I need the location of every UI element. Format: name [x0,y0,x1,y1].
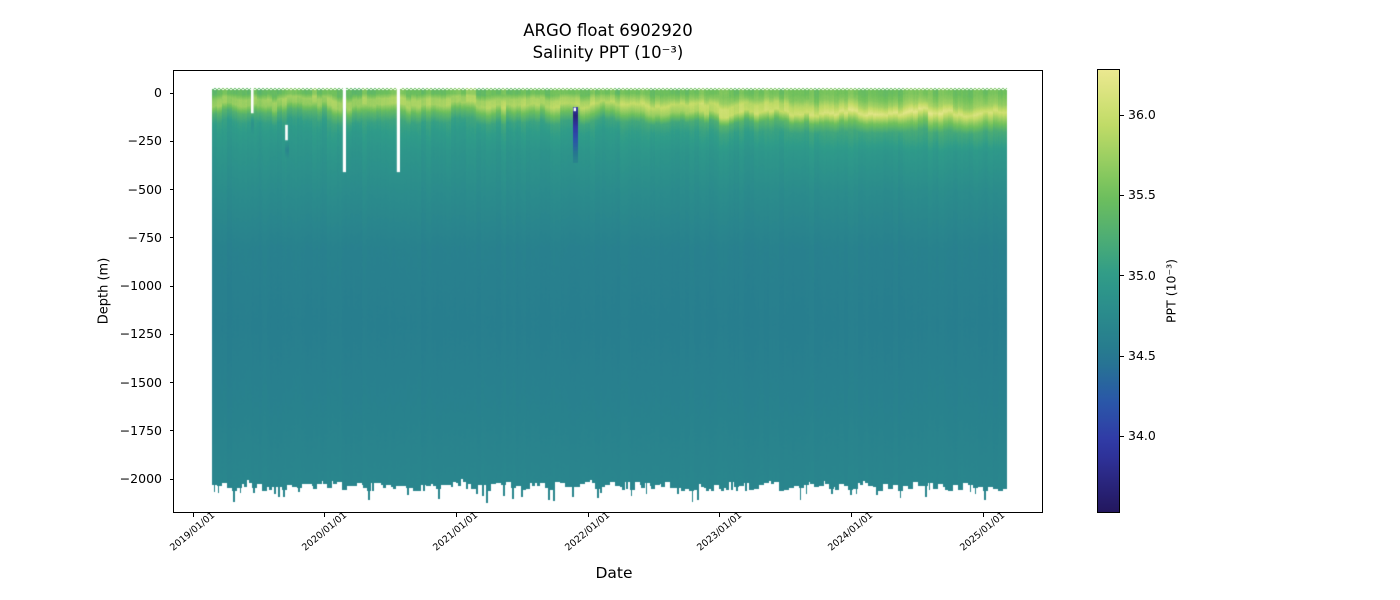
y-tick-label: −1750 [119,422,162,438]
y-tick-mark [169,382,174,383]
colorbar-tick-mark [1119,114,1124,116]
colorbar-tick-mark [1119,355,1124,357]
colorbar-tick-label: 36.0 [1128,107,1156,122]
y-tick-label: −250 [127,133,162,149]
y-tick-label: −2000 [119,471,162,486]
y-tick-mark [169,478,174,480]
colorbar [1097,69,1120,513]
colorbar-label: PPT (10⁻³) [1163,259,1179,323]
salinity-heatmap-canvas [174,71,1042,512]
x-tick-mark [192,512,194,517]
colorbar-tick-mark [1119,435,1124,437]
y-tick-label: −1250 [119,326,162,342]
colorbar-gradient [1098,70,1119,512]
x-tick-mark [587,512,589,517]
x-tick-mark [455,512,457,517]
y-tick-mark [169,285,174,287]
y-tick-mark [169,430,174,432]
y-tick-mark [169,140,174,142]
y-tick-label: −500 [127,181,162,197]
x-axis-label: Date [595,564,633,582]
chart-title-line2: Salinity PPT (10⁻³) [532,43,684,62]
colorbar-tick-mark [1119,194,1124,196]
colorbar-tick-label: 34.5 [1128,348,1156,364]
chart-title: ARGO float 6902920 Salinity PPT (10⁻³) [523,20,693,64]
x-tick-mark [719,512,721,517]
y-tick-label: −1000 [119,278,162,293]
chart-title-line1: ARGO float 6902920 [523,21,693,40]
y-tick-mark [169,189,174,190]
colorbar-tick-label: 35.0 [1128,267,1156,283]
y-tick-mark [169,333,174,335]
y-tick-mark [169,92,174,94]
y-tick-mark [169,237,174,239]
x-tick-mark [982,512,984,517]
x-tick-mark [850,512,852,517]
colorbar-tick-label: 34.0 [1128,428,1156,444]
plot-area [173,70,1043,513]
colorbar-tick-label: 35.5 [1128,187,1156,203]
y-tick-label: −1500 [119,374,162,390]
y-tick-label: −750 [127,229,162,245]
y-tick-label: 0 [154,85,162,100]
x-tick-mark [324,512,326,517]
colorbar-tick-mark [1119,275,1124,277]
